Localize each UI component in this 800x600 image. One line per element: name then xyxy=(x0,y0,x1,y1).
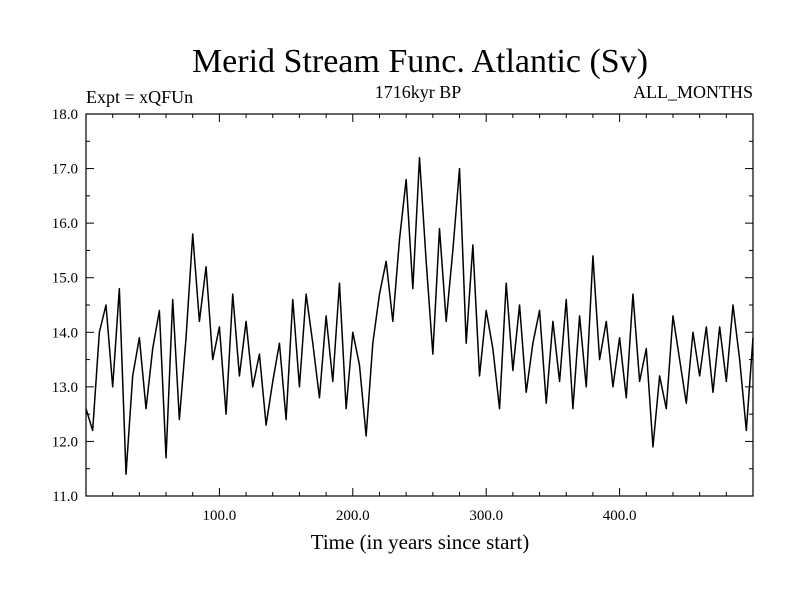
y-tick-label-4: 15.0 xyxy=(52,271,78,287)
x-tick-label-1: 200.0 xyxy=(336,508,370,524)
y-tick-label-0: 11.0 xyxy=(52,489,78,505)
y-tick-label-2: 13.0 xyxy=(52,380,78,396)
x-axis-label: Time (in years since start) xyxy=(311,530,530,554)
series-line-0 xyxy=(85,156,754,475)
months-label: ALL_MONTHS xyxy=(633,82,753,102)
chart-title: Merid Stream Func. Atlantic (Sv) xyxy=(192,43,648,80)
y-tick-label-1: 12.0 xyxy=(52,434,78,450)
axis-ticks xyxy=(86,113,753,497)
experiment-label: Expt = xQFUn xyxy=(86,87,193,107)
x-tick-label-3: 400.0 xyxy=(603,508,637,524)
plot-frame xyxy=(85,113,754,497)
period-label: 1716kyr BP xyxy=(375,82,462,102)
axis-tick-labels: 11.0 12.0 13.0 14.0 15.0 16.0 17.0 18.0 100.0 200… xyxy=(52,107,637,524)
x-tick-label-2: 300.0 xyxy=(469,508,503,524)
y-tick-label-5: 16.0 xyxy=(52,216,78,232)
y-tick-label-7: 18.0 xyxy=(52,107,78,123)
y-tick-label-3: 14.0 xyxy=(52,325,78,341)
series-layer xyxy=(85,156,754,475)
x-tick-label-0: 100.0 xyxy=(203,508,237,524)
y-tick-label-6: 17.0 xyxy=(52,162,78,178)
